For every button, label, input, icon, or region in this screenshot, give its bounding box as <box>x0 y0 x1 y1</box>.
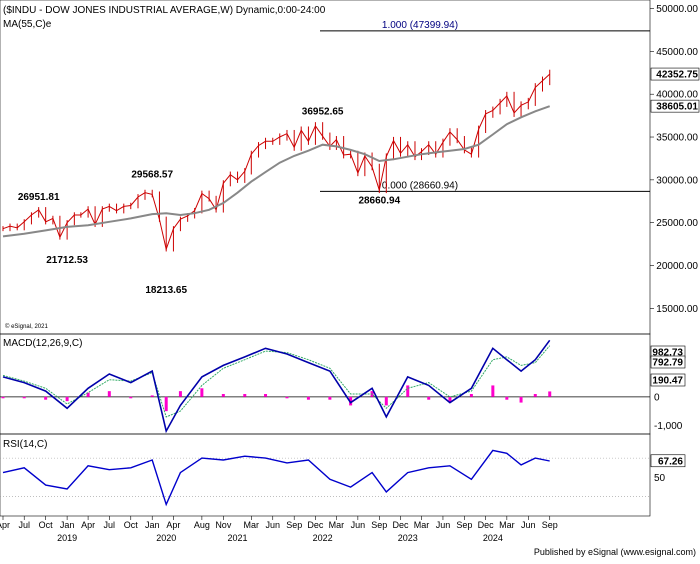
chart-title: ($INDU - DOW JONES INDUSTRIAL AVERAGE,W)… <box>3 5 326 16</box>
rsi-panel: RSI(14,C) <box>0 433 651 517</box>
chart-marks: 1.000 (47399.94) 0.000 (28660.94) 26951.81… <box>0 20 650 507</box>
x-tick-label: Jun <box>521 520 536 530</box>
x-tick-label: Apr <box>0 520 10 530</box>
footer-bar <box>0 544 700 559</box>
price-y-tick-label: 40000.00 <box>656 90 698 101</box>
price-y-tick-label: 30000.00 <box>656 175 698 186</box>
macd-signal-line <box>2 345 551 418</box>
price-last-value-label: 42352.75 <box>656 70 698 81</box>
price-y-tick-label: 50000.00 <box>656 4 698 15</box>
x-year-label: 2020 <box>156 533 176 543</box>
x-tick-label: Jul <box>104 520 116 530</box>
x-tick-label: Mar <box>329 520 345 530</box>
x-tick-label: Apr <box>166 520 180 530</box>
x-tick-label: Jun <box>351 520 366 530</box>
x-year-label: 2023 <box>398 533 418 543</box>
price-y-tick-label: 25000.00 <box>656 218 698 229</box>
x-tick-label: Nov <box>215 520 232 530</box>
price-y-tick-label: 20000.00 <box>656 261 698 272</box>
macd-y-tick-label: 0 <box>654 392 660 403</box>
price-last-value-badge <box>650 67 700 81</box>
macd-line <box>2 339 551 434</box>
macd-legend: MACD(12,26,9,C) <box>3 338 82 349</box>
x-tick-label: Sep <box>542 520 558 530</box>
x-tick-label: Jul <box>18 520 30 530</box>
macd-y-tick-label: -1,000 <box>654 421 683 432</box>
fib-level-label: 1.000 (47399.94) <box>382 20 458 31</box>
price-last-value-badge <box>650 99 700 113</box>
price-last-value-label: 38605.01 <box>656 102 698 113</box>
macd-last-value-label: 982.73 <box>652 348 683 359</box>
rsi-panel-frame <box>0 433 651 517</box>
x-tick-label: Mar <box>414 520 430 530</box>
chart-axes: 15000.00 20000.00 25000.00 30000.00 35000.00… <box>0 4 700 543</box>
macd-last-value-label: 190.47 <box>652 376 683 387</box>
x-tick-label: Oct <box>39 520 54 530</box>
rsi-last-value-badge <box>650 454 686 468</box>
x-year-label: 2024 <box>483 533 503 543</box>
price-line <box>2 73 551 252</box>
price-annotation: 21712.53 <box>46 255 88 266</box>
x-tick-label: Jun <box>436 520 451 530</box>
rsi-line <box>2 449 550 507</box>
x-tick-label: Apr <box>81 520 95 530</box>
x-tick-label: Sep <box>456 520 472 530</box>
macd-last-value-badge <box>650 355 686 369</box>
ma-legend: MA(55,C)e <box>3 19 52 30</box>
price-annotation: 26951.81 <box>18 192 60 203</box>
price-annotation: 36952.65 <box>302 106 344 117</box>
x-tick-label: Jan <box>145 520 160 530</box>
price-annotation: 29568.57 <box>131 170 173 181</box>
x-year-label: 2021 <box>228 533 248 543</box>
x-tick-label: Aug <box>194 520 210 530</box>
rsi-y-tick-label: 50 <box>654 473 666 484</box>
price-annotation: 28660.94 <box>358 195 400 206</box>
price-y-tick-label: 45000.00 <box>656 47 698 58</box>
price-y-tick-label: 35000.00 <box>656 133 698 144</box>
x-tick-label: Mar <box>244 520 260 530</box>
ma-line <box>2 105 551 238</box>
x-tick-label: Sep <box>371 520 387 530</box>
x-tick-label: Dec <box>307 520 324 530</box>
x-tick-label: Jun <box>265 520 280 530</box>
x-year-label: 2022 <box>313 533 333 543</box>
x-year-label: 2019 <box>57 533 77 543</box>
x-tick-label: Mar <box>499 520 515 530</box>
macd-last-value-label: 792.79 <box>652 358 683 369</box>
published-by: Published by eSignal (www.esignal.com) <box>534 547 696 557</box>
macd-last-value-badge <box>650 373 686 387</box>
rsi-legend: RSI(14,C) <box>3 439 47 450</box>
fib-level-label: 0.000 (28660.94) <box>382 180 458 191</box>
x-tick-label: Dec <box>393 520 410 530</box>
watermark: © eSignal, 2021 <box>5 323 48 330</box>
price-y-tick-label: 15000.00 <box>656 304 698 315</box>
price-annotation: 18213.65 <box>145 285 187 296</box>
rsi-last-value-label: 67.26 <box>658 456 683 467</box>
x-tick-label: Dec <box>478 520 495 530</box>
x-tick-label: Oct <box>124 520 139 530</box>
x-tick-label: Jan <box>60 520 75 530</box>
x-tick-label: Sep <box>286 520 302 530</box>
